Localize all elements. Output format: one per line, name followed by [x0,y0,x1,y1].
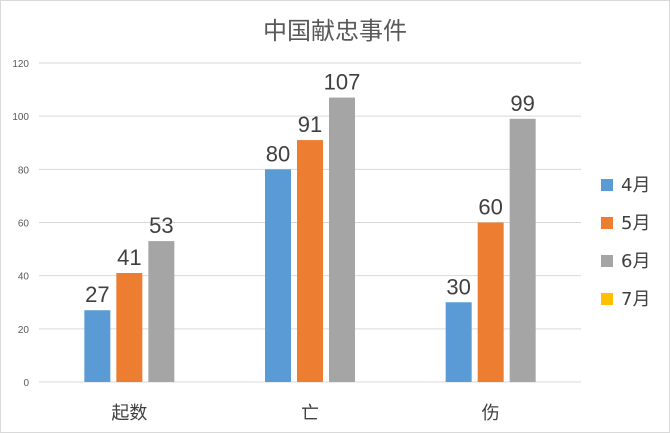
x-tick-label: 起数 [111,403,147,424]
bar [116,273,143,382]
bar [509,118,536,382]
bar [265,169,291,382]
y-tick-label: 60 [18,219,30,230]
bar [445,302,472,382]
bar [148,241,175,382]
y-tick-label: 0 [23,378,29,389]
legend: 4月 5月 6月 7月 [601,175,650,310]
y-tick-label: 100 [12,112,29,123]
data-label: 80 [266,141,290,166]
y-tick-label: 40 [18,272,30,283]
legend-label: 5月 [621,213,650,234]
data-label: 27 [85,282,109,307]
bar [297,140,323,382]
legend-swatch [601,293,613,305]
y-tick-label: 80 [18,165,30,176]
y-axis: 0 20 40 60 80 100 120 [12,59,29,389]
bar [477,222,504,382]
y-tick-label: 120 [12,59,29,70]
bars [84,97,536,382]
data-label: 99 [510,91,534,116]
data-label: 53 [149,213,173,238]
legend-label: 6月 [621,251,650,272]
data-label: 91 [298,112,322,137]
legend-swatch [601,179,613,191]
legend-label: 4月 [621,175,650,196]
y-tick-label: 20 [18,325,30,336]
data-label: 60 [478,195,502,220]
data-label: 30 [446,274,470,299]
legend-swatch [601,217,613,229]
data-label: 107 [324,70,361,95]
bar [329,97,355,382]
chart-title: 中国献忠事件 [263,17,407,45]
bar [84,310,111,382]
legend-swatch [601,255,613,267]
data-label: 41 [117,245,141,270]
x-tick-label: 伤 [482,403,500,424]
x-axis: 起数 亡 伤 [111,403,499,424]
x-tick-label: 亡 [301,403,319,424]
legend-label: 7月 [621,289,650,310]
